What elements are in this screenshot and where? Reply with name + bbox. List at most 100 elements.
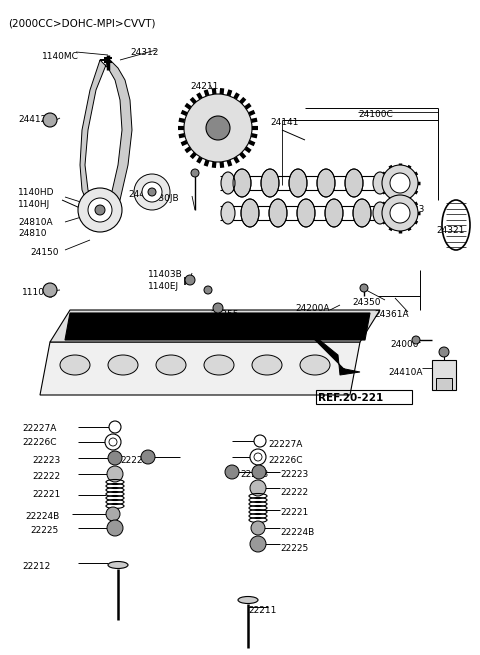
- Circle shape: [134, 174, 170, 210]
- Text: 24100C: 24100C: [358, 110, 393, 119]
- Circle shape: [204, 286, 212, 294]
- Ellipse shape: [252, 355, 282, 375]
- Text: 1110PE: 1110PE: [22, 288, 56, 297]
- Ellipse shape: [373, 202, 387, 224]
- Text: 24410A: 24410A: [388, 368, 422, 377]
- Text: 22223: 22223: [240, 470, 268, 479]
- Text: 24350: 24350: [352, 298, 381, 307]
- Circle shape: [225, 465, 239, 479]
- Circle shape: [106, 507, 120, 521]
- Circle shape: [390, 203, 410, 223]
- Text: 22212: 22212: [22, 562, 50, 571]
- Circle shape: [43, 113, 57, 127]
- Ellipse shape: [74, 320, 106, 334]
- Text: 22211: 22211: [248, 606, 276, 615]
- Ellipse shape: [314, 320, 346, 334]
- Text: 24211: 24211: [190, 82, 218, 91]
- Bar: [432, 360, 456, 390]
- Circle shape: [78, 188, 122, 232]
- Text: 24200A: 24200A: [295, 304, 329, 313]
- Ellipse shape: [241, 199, 259, 227]
- Circle shape: [88, 198, 112, 222]
- Ellipse shape: [325, 199, 343, 227]
- Ellipse shape: [289, 169, 307, 197]
- Circle shape: [108, 451, 122, 465]
- Circle shape: [390, 173, 410, 193]
- Text: 24810: 24810: [18, 229, 47, 238]
- Circle shape: [109, 421, 121, 433]
- Ellipse shape: [221, 172, 235, 194]
- Circle shape: [250, 449, 266, 465]
- Text: 22224B: 22224B: [25, 512, 59, 521]
- Ellipse shape: [353, 199, 371, 227]
- Ellipse shape: [170, 320, 202, 334]
- Text: 24361A: 24361A: [374, 310, 408, 319]
- Text: 24321: 24321: [436, 226, 464, 235]
- Text: 24150: 24150: [30, 248, 59, 257]
- Ellipse shape: [266, 320, 298, 334]
- Circle shape: [107, 466, 123, 482]
- Ellipse shape: [156, 355, 186, 375]
- Circle shape: [184, 94, 252, 162]
- Text: 22227A: 22227A: [22, 424, 56, 433]
- Text: 24312: 24312: [130, 48, 158, 57]
- Circle shape: [439, 347, 449, 357]
- Text: 24355: 24355: [210, 310, 239, 319]
- Circle shape: [252, 465, 266, 479]
- Text: 24412A: 24412A: [18, 115, 52, 124]
- Ellipse shape: [108, 355, 138, 375]
- Circle shape: [142, 182, 162, 202]
- Polygon shape: [50, 310, 380, 342]
- Circle shape: [185, 275, 195, 285]
- Circle shape: [412, 336, 420, 344]
- Polygon shape: [80, 60, 132, 218]
- Ellipse shape: [261, 169, 279, 197]
- Text: 22223: 22223: [32, 456, 60, 465]
- Text: 24410: 24410: [128, 190, 156, 199]
- Ellipse shape: [218, 320, 250, 334]
- Circle shape: [382, 195, 418, 231]
- Circle shape: [141, 450, 155, 464]
- Text: 11403B: 11403B: [148, 270, 183, 279]
- Ellipse shape: [317, 169, 335, 197]
- Ellipse shape: [238, 597, 258, 603]
- Circle shape: [148, 188, 156, 196]
- Circle shape: [360, 284, 368, 292]
- Text: 22224B: 22224B: [280, 528, 314, 537]
- Ellipse shape: [60, 355, 90, 375]
- Text: (2000CC>DOHC-MPI>CVVT): (2000CC>DOHC-MPI>CVVT): [8, 18, 156, 28]
- Text: REF.20-221: REF.20-221: [318, 393, 383, 403]
- Text: 1140EJ: 1140EJ: [148, 282, 179, 291]
- Circle shape: [109, 438, 117, 446]
- Text: 22225: 22225: [30, 526, 58, 535]
- Bar: [436, 378, 452, 390]
- Text: 22226C: 22226C: [268, 456, 302, 465]
- Text: 1140HJ: 1140HJ: [18, 200, 50, 209]
- Text: 22222: 22222: [32, 472, 60, 481]
- Ellipse shape: [204, 355, 234, 375]
- Circle shape: [107, 520, 123, 536]
- Polygon shape: [40, 342, 360, 395]
- Text: 22221: 22221: [280, 508, 308, 517]
- Text: 22222: 22222: [280, 488, 308, 497]
- Text: 1140MC: 1140MC: [42, 52, 79, 61]
- Ellipse shape: [300, 355, 330, 375]
- Circle shape: [250, 536, 266, 552]
- Circle shape: [251, 521, 265, 535]
- Text: 22223: 22223: [120, 456, 148, 465]
- Text: 22226C: 22226C: [22, 438, 57, 447]
- Circle shape: [95, 205, 105, 215]
- Polygon shape: [295, 320, 360, 375]
- Text: 22223: 22223: [280, 470, 308, 479]
- Circle shape: [254, 453, 262, 461]
- Ellipse shape: [345, 169, 363, 197]
- Circle shape: [105, 434, 121, 450]
- Ellipse shape: [122, 320, 154, 334]
- Circle shape: [213, 303, 223, 313]
- Circle shape: [206, 116, 230, 140]
- Text: 22227A: 22227A: [268, 440, 302, 449]
- Bar: [316, 390, 412, 404]
- Text: 22225: 22225: [280, 544, 308, 553]
- Circle shape: [254, 435, 266, 447]
- Circle shape: [250, 480, 266, 496]
